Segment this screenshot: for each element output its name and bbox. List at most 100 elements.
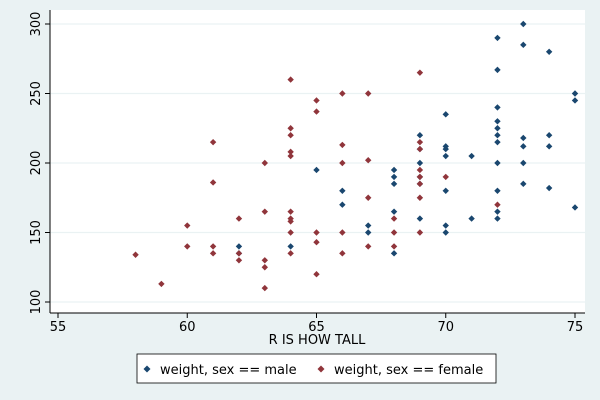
point-female-16	[287, 76, 294, 83]
point-male-51	[571, 204, 579, 211]
point-female-43	[416, 69, 424, 76]
point-female-33	[339, 159, 346, 167]
point-female-30	[313, 271, 320, 278]
point-male-50	[571, 97, 579, 104]
point-female-40	[390, 215, 398, 222]
point-female-1	[158, 280, 165, 288]
point-male-32	[494, 125, 501, 132]
legend-marker-male	[143, 365, 151, 373]
point-female-18	[287, 132, 294, 139]
point-female-19	[287, 148, 294, 156]
x-tick-label-55: 55	[50, 320, 67, 335]
point-male-40	[520, 41, 527, 49]
legend-label-female: weight, sex == female	[334, 363, 483, 378]
point-male-41	[520, 134, 527, 142]
point-female-4	[209, 138, 217, 146]
y-tick-label-250: 250	[29, 81, 44, 106]
point-male-2	[287, 243, 294, 250]
point-male-39	[520, 20, 527, 28]
point-male-34	[494, 138, 501, 146]
y-tick-label-200: 200	[29, 151, 44, 176]
point-male-4	[339, 187, 346, 194]
point-male-22	[442, 152, 449, 160]
point-female-21	[287, 208, 294, 215]
point-female-45	[416, 145, 424, 153]
x-axis-title: R IS HOW TALL	[269, 333, 366, 348]
point-male-31	[494, 118, 501, 125]
point-female-49	[416, 194, 424, 201]
point-female-2	[184, 222, 191, 229]
point-female-11	[261, 159, 268, 167]
data-points	[132, 20, 579, 292]
point-female-15	[261, 284, 268, 292]
y-tick-label-150: 150	[29, 220, 44, 245]
point-female-8	[235, 215, 243, 222]
point-female-14	[261, 264, 268, 271]
point-female-20	[287, 152, 294, 160]
legend: weight, sex == male weight, sex == femal…	[136, 353, 497, 384]
point-male-49	[571, 90, 579, 97]
point-female-5	[209, 179, 217, 186]
y-tick-label-100: 100	[29, 290, 44, 315]
point-female-31	[339, 90, 346, 97]
point-male-18	[416, 215, 424, 222]
point-female-7	[209, 250, 217, 257]
point-female-42	[390, 243, 398, 250]
point-female-39	[365, 243, 372, 250]
point-female-37	[365, 157, 372, 164]
point-male-35	[494, 159, 501, 167]
x-tick-label-75: 75	[567, 320, 584, 335]
point-male-15	[416, 159, 424, 167]
x-tick-label-65: 65	[308, 320, 325, 335]
point-female-24	[287, 229, 294, 236]
point-male-36	[494, 187, 501, 194]
point-female-47	[416, 173, 424, 181]
point-female-27	[313, 108, 320, 115]
legend-label-male: weight, sex == male	[160, 363, 297, 378]
point-male-38	[494, 215, 501, 222]
point-female-44	[416, 138, 424, 146]
point-male-21	[442, 145, 449, 153]
point-male-0	[235, 243, 243, 250]
point-female-23	[287, 218, 294, 225]
point-female-0	[132, 251, 139, 258]
point-female-34	[339, 229, 346, 236]
point-female-35	[339, 250, 346, 257]
point-female-17	[287, 125, 294, 132]
point-female-38	[365, 194, 372, 201]
x-axis: 55 60 65 70 75	[50, 312, 585, 335]
point-female-52	[494, 201, 501, 208]
point-male-48	[545, 184, 553, 192]
point-male-9	[390, 173, 398, 181]
y-axis: 100 150 200 250 300	[29, 10, 51, 315]
point-female-51	[442, 173, 449, 181]
point-male-43	[520, 159, 527, 167]
point-male-23	[442, 187, 449, 194]
point-female-28	[313, 229, 320, 236]
point-male-27	[468, 215, 475, 222]
point-female-46	[416, 166, 424, 174]
legend-box	[136, 353, 497, 384]
point-female-26	[313, 97, 320, 104]
point-male-26	[468, 152, 475, 160]
point-female-32	[339, 141, 346, 149]
point-male-25	[442, 229, 449, 236]
point-male-24	[442, 222, 449, 229]
point-male-5	[339, 201, 346, 208]
point-female-3	[184, 243, 191, 250]
point-female-12	[261, 208, 268, 215]
point-male-29	[494, 66, 501, 74]
point-male-7	[365, 229, 372, 236]
point-male-44	[520, 180, 527, 188]
point-female-48	[416, 180, 424, 188]
x-tick-label-70: 70	[437, 320, 454, 335]
point-male-11	[390, 208, 398, 215]
point-female-10	[235, 257, 243, 264]
point-female-6	[209, 243, 217, 250]
point-male-33	[494, 132, 501, 139]
point-male-37	[494, 208, 501, 215]
point-male-46	[545, 132, 553, 139]
point-male-42	[520, 143, 527, 150]
